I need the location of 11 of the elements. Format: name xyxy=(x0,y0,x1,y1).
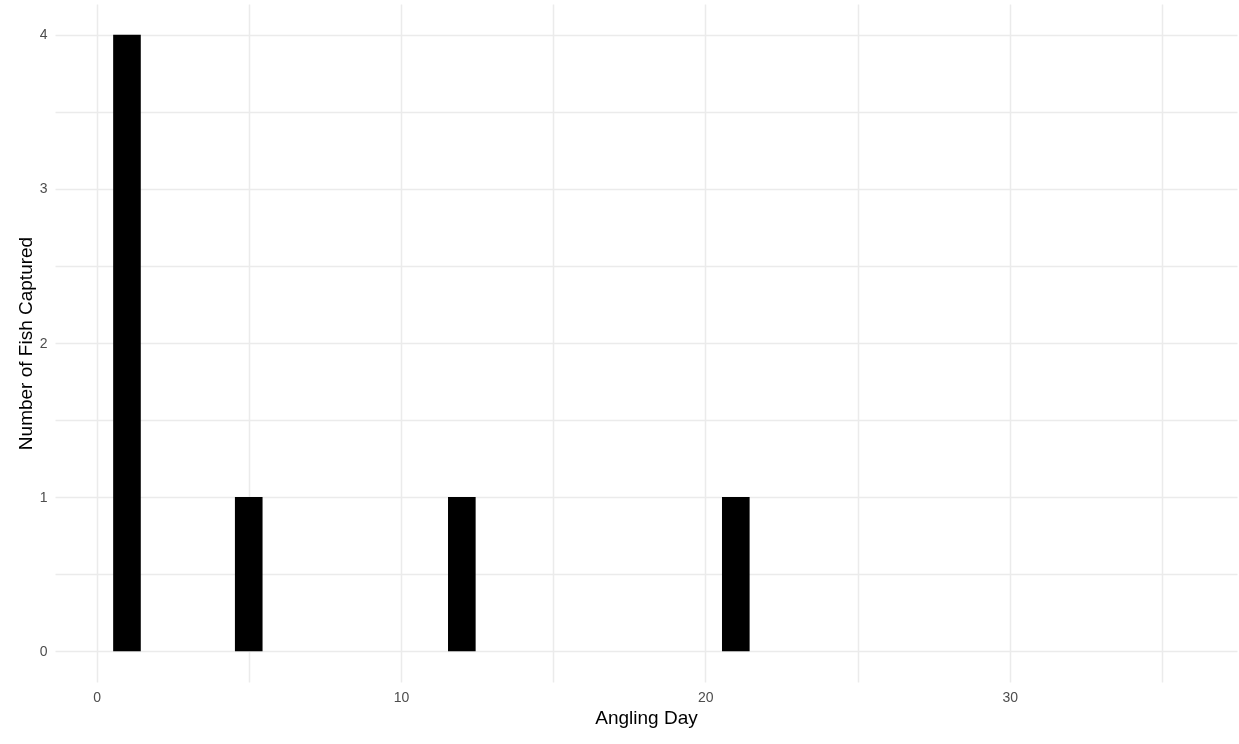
y-tick-label: 2 xyxy=(39,334,48,351)
y-axis-title: Number of Fish Captured xyxy=(14,236,36,451)
x-tick-label: 0 xyxy=(93,688,102,705)
y-tick-label: 3 xyxy=(39,180,48,197)
y-tick-label: 4 xyxy=(39,26,48,43)
x-tick-label: 10 xyxy=(393,688,410,705)
x-tick-label: 30 xyxy=(1002,688,1019,705)
x-axis-title: Angling Day xyxy=(595,706,699,728)
y-tick-label: 1 xyxy=(39,488,48,505)
y-tick-label: 0 xyxy=(39,642,48,659)
x-tick-label: 20 xyxy=(698,688,714,705)
